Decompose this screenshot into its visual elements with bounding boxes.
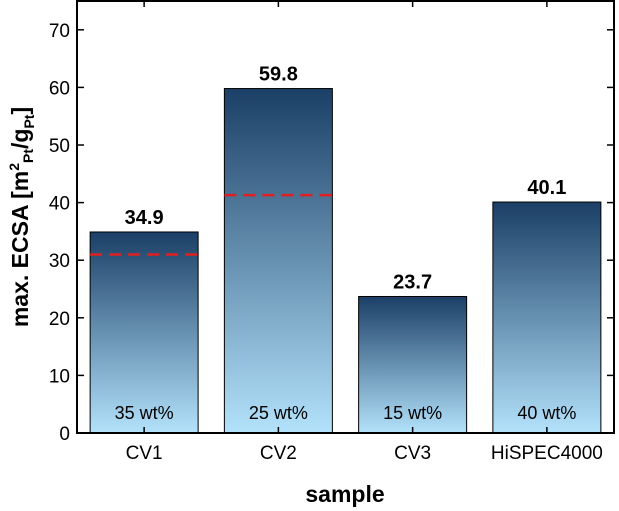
y-tick-label-70: 70 <box>49 21 70 42</box>
category-label-cv1: CV1 <box>126 443 163 464</box>
value-label-cv3: 23.7 <box>393 271 432 293</box>
value-labels-layer: 34.9 59.8 23.7 40.1 <box>125 64 567 294</box>
wt-label-cv1: 35 wt% <box>115 403 174 423</box>
bar-cv2 <box>223 88 333 434</box>
category-label-cv3: CV3 <box>394 443 431 464</box>
y-tick-label-30: 30 <box>49 251 70 272</box>
wt-label-hispec4000: 40 wt% <box>517 403 576 423</box>
value-label-cv1: 34.9 <box>125 207 164 229</box>
y-tick-label-10: 10 <box>49 366 70 387</box>
plot-frame <box>76 0 615 434</box>
y-axis-title-end: ] <box>7 107 33 115</box>
wt-label-cv3: 15 wt% <box>383 403 442 423</box>
bar-cv3 <box>358 295 468 434</box>
y-tick-label-0: 0 <box>59 424 70 445</box>
wt-label-cv2: 25 wt% <box>249 403 308 423</box>
value-label-cv2: 59.8 <box>259 64 298 86</box>
y-tick-label-20: 20 <box>49 309 70 330</box>
bars-layer <box>89 88 602 434</box>
category-label-hispec4000: HiSPEC4000 <box>491 443 603 464</box>
y-tick-label-40: 40 <box>49 194 70 215</box>
x-category-labels-layer: CV1 CV2 CV3 HiSPEC4000 <box>126 443 603 464</box>
y-axis-title: max. ECSA [m2Pt/gPt] <box>6 107 37 327</box>
y-axis-title-sub2: Pt <box>21 114 37 128</box>
y-axis-title-sup: 2 <box>6 163 22 171</box>
bar-cv1 <box>89 231 199 434</box>
y-tick-label-50: 50 <box>49 136 70 157</box>
y-ticks-layer: 0 10 20 30 40 50 60 70 <box>49 1 614 445</box>
category-label-cv2: CV2 <box>260 443 297 464</box>
value-label-hispec4000: 40.1 <box>527 177 566 199</box>
x-axis-title: sample <box>305 481 384 507</box>
wt-labels-layer: 35 wt% 25 wt% 15 wt% 40 wt% <box>115 403 577 423</box>
y-axis-title-main: max. ECSA [m <box>7 171 33 327</box>
bar-hispec4000 <box>492 201 602 434</box>
y-tick-label-60: 60 <box>49 78 70 99</box>
y-axis-title-sub1: Pt <box>20 149 36 163</box>
y-axis-title-mid: /g <box>7 129 33 149</box>
